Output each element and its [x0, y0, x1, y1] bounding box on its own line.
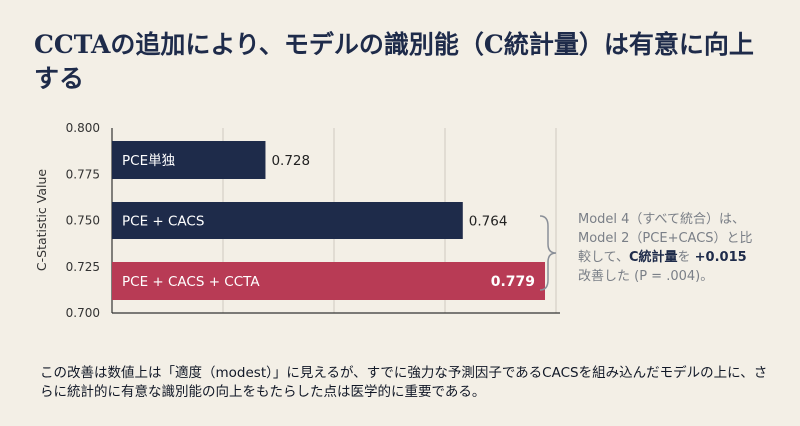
- y-tick-label: 0.800: [66, 121, 100, 135]
- bar: [112, 202, 463, 239]
- annotation-text-part: を: [677, 250, 695, 265]
- bar-category-label: PCE + CACS: [122, 214, 204, 230]
- annotation-line: 較して、C統計量を +0.015: [578, 248, 778, 267]
- page-title: CCTAの追加により、モデルの識別能（C統計量）は有意に向上する: [34, 30, 754, 93]
- annotation-text-part: 較して、: [578, 250, 629, 265]
- brace-icon: [539, 215, 557, 291]
- bar: [112, 141, 266, 179]
- annotation-line: Model 4（すべて統合）は、: [578, 212, 746, 227]
- y-tick-label: 0.750: [66, 214, 100, 228]
- annotation-line: Model 2（PCE+CACS）と比: [578, 231, 753, 246]
- y-axis-label: C-Statistic Value: [34, 169, 49, 271]
- annotation-value: +0.015: [694, 250, 747, 265]
- annotation-line: 改善した (P = .004)。: [578, 269, 714, 284]
- footnote: この改善は数値上は「適度（modest）」に見えるが、すでに強力な予測因子である…: [40, 364, 768, 400]
- bar-value-label: 0.779: [491, 274, 535, 290]
- y-tick-label: 0.775: [66, 167, 100, 181]
- bar-category-label: PCE + CACS + CCTA: [122, 274, 260, 290]
- bar-value-label: 0.728: [271, 153, 310, 169]
- y-tick-label: 0.700: [66, 306, 100, 320]
- y-tick-label: 0.725: [66, 260, 100, 274]
- bar-category-label: PCE単独: [122, 153, 176, 169]
- annotation-text: Model 4（すべて統合）は、 Model 2（PCE+CACS）と比 較して…: [578, 210, 778, 286]
- annotation-emphasis: C統計量: [628, 250, 678, 265]
- bar: [112, 262, 545, 300]
- bar-value-label: 0.764: [469, 214, 508, 230]
